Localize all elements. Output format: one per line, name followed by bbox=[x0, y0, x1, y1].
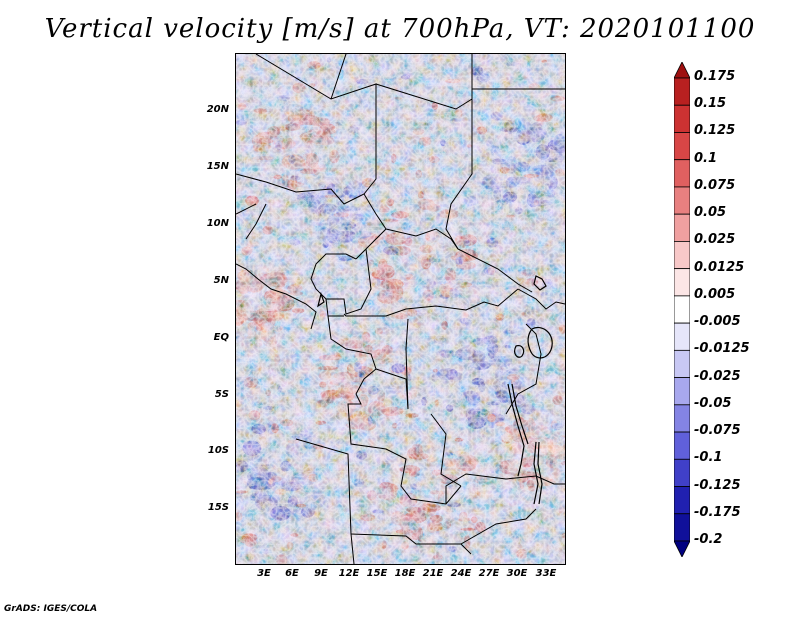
colorbar-level-label: -0.1 bbox=[694, 450, 723, 466]
lon-label: 30E bbox=[506, 568, 528, 579]
lon-label: 18E bbox=[394, 568, 416, 579]
lat-label: 15N bbox=[206, 161, 229, 172]
lon-label: 3E bbox=[257, 568, 271, 579]
colorbar-bin bbox=[674, 322, 690, 351]
colorbar-level-label: -0.025 bbox=[694, 368, 741, 384]
colorbar-bin bbox=[674, 349, 690, 378]
lon-label: 9E bbox=[314, 568, 328, 579]
colorbar-level-label: -0.005 bbox=[694, 314, 741, 330]
map-panel bbox=[235, 53, 566, 565]
lon-label: 24E bbox=[450, 568, 472, 579]
colorbar-bin bbox=[674, 458, 690, 487]
colorbar-bin bbox=[674, 377, 690, 406]
colorbar-level-label: 0.15 bbox=[694, 96, 727, 112]
lat-label: EQ bbox=[213, 332, 229, 343]
colorbar bbox=[674, 62, 690, 557]
colorbar-bin bbox=[674, 132, 690, 161]
colorbar-bin bbox=[674, 159, 690, 188]
colorbar-level-label: 0.005 bbox=[694, 286, 736, 302]
lat-label: 5S bbox=[214, 389, 229, 400]
colorbar-bin bbox=[674, 77, 690, 106]
colorbar-bin bbox=[674, 404, 690, 433]
lat-label: 20N bbox=[206, 104, 229, 115]
lon-label: 6E bbox=[285, 568, 299, 579]
colorbar-level-label: 0.125 bbox=[694, 123, 736, 139]
colorbar-bin bbox=[674, 268, 690, 297]
colorbar-cap-top bbox=[674, 62, 690, 79]
colorbar-level-label: -0.075 bbox=[694, 423, 741, 439]
colorbar-level-label: -0.125 bbox=[694, 477, 741, 493]
colorbar-cap-bottom bbox=[674, 540, 690, 557]
colorbar-level-label: 0.175 bbox=[694, 69, 736, 84]
lakes bbox=[317, 275, 553, 505]
colorbar-bin bbox=[674, 431, 690, 460]
colorbar-bin bbox=[674, 295, 690, 324]
colorbar-level-label: -0.175 bbox=[694, 504, 741, 520]
lon-label: 12E bbox=[338, 568, 360, 579]
colorbar-level-label: 0.1 bbox=[694, 150, 718, 166]
colorbar-bin bbox=[674, 104, 690, 133]
colorbar-level-label: 0.0125 bbox=[694, 259, 745, 275]
lat-label: 5N bbox=[213, 275, 229, 286]
lon-label: 15E bbox=[366, 568, 388, 579]
colorbar-bin bbox=[674, 486, 690, 515]
colorbar-bin bbox=[674, 186, 690, 215]
colorbar-level-label: 0.025 bbox=[694, 232, 736, 248]
colorbar-level-label: -0.0125 bbox=[694, 341, 750, 357]
field-speckle bbox=[236, 54, 565, 564]
lon-label: 21E bbox=[422, 568, 444, 579]
lat-label: 10N bbox=[206, 218, 229, 229]
lon-label: 33E bbox=[535, 568, 557, 579]
colorbar-level-label: -0.2 bbox=[694, 532, 723, 547]
colorbar-bin bbox=[674, 513, 690, 542]
colorbar-bin bbox=[674, 213, 690, 242]
map-title: Vertical velocity [m/s] at 700hPa, VT: 2… bbox=[44, 14, 756, 44]
lat-label: 15S bbox=[207, 502, 229, 513]
colorbar-level-label: -0.05 bbox=[694, 395, 732, 411]
colorbar-bin bbox=[674, 241, 690, 270]
colorbar-level-label: 0.05 bbox=[694, 205, 727, 221]
lon-label: 27E bbox=[478, 568, 500, 579]
colorbar-level-label: 0.075 bbox=[694, 177, 736, 193]
lat-label: 10S bbox=[207, 445, 229, 456]
vertical-velocity-field bbox=[236, 54, 565, 564]
grads-credit: GrADS: IGES/COLA bbox=[4, 604, 98, 614]
